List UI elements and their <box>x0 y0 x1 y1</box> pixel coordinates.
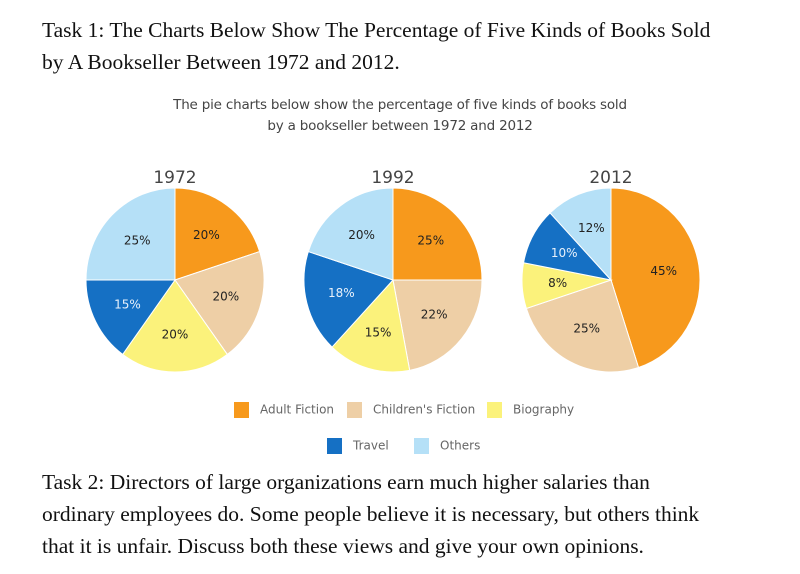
legend-label: Biography <box>513 403 574 417</box>
slice-label: 20% <box>212 290 239 304</box>
legend-label: Adult Fiction <box>260 403 334 417</box>
slice-label: 25% <box>573 322 600 336</box>
slice-label: 8% <box>548 276 567 290</box>
slice-label: 15% <box>114 298 141 312</box>
pie-slice <box>174 250 265 356</box>
task1-line: Task 1: The Charts Below Show The Percen… <box>42 18 711 42</box>
pie-slice <box>549 187 612 282</box>
slice-label: 12% <box>578 221 605 235</box>
legend-swatch <box>327 438 342 454</box>
pie-slice <box>610 187 701 369</box>
slice-label: 45% <box>650 264 677 278</box>
slice-label: 22% <box>421 308 448 322</box>
legend-swatch <box>414 438 429 454</box>
chart-title-line: The pie charts below show the percentage… <box>173 97 627 113</box>
pie-slice <box>85 187 176 281</box>
task2-prompt: Task 2: Directors of large organizations… <box>42 466 699 562</box>
task1-line: by A Bookseller Between 1972 and 2012. <box>42 50 400 74</box>
task2-line: ordinary employees do. Some people belie… <box>42 502 700 526</box>
slice-label: 20% <box>348 228 375 242</box>
pie-slice <box>525 279 640 373</box>
pie-slice <box>392 187 483 281</box>
slice-label: 25% <box>124 233 151 247</box>
chart-title-line: by a bookseller between 1972 and 2012 <box>267 118 533 134</box>
pie-year-label: 2012 <box>589 168 632 188</box>
task1-heading: Task 1: The Charts Below Show The Percen… <box>42 14 710 78</box>
slice-label: 15% <box>365 326 392 340</box>
legend-swatch <box>347 402 362 418</box>
legend-swatch <box>234 402 249 418</box>
pie-slice <box>331 278 411 373</box>
pie-slice <box>303 250 394 348</box>
pie-year-label: 1972 <box>153 168 196 188</box>
chart-title: The pie charts below show the percentage… <box>0 95 800 137</box>
pie-slice <box>392 279 483 371</box>
legend-label: Others <box>440 439 480 453</box>
slice-label: 10% <box>551 246 578 260</box>
slice-label: 20% <box>162 328 189 342</box>
pie-slice <box>174 187 261 281</box>
legend-label: Children's Fiction <box>373 403 475 417</box>
slice-label: 25% <box>417 233 444 247</box>
slice-label: 18% <box>328 286 355 300</box>
pie-slice <box>121 279 229 373</box>
pie-slice <box>85 279 176 356</box>
task2-line: that it is unfair. Discuss both these vi… <box>42 534 644 558</box>
legend-swatch <box>487 402 502 418</box>
task2-line: Task 2: Directors of large organizations… <box>42 470 650 494</box>
pie-slice <box>307 187 394 281</box>
legend-label: Travel <box>352 439 389 453</box>
pie-year-label: 1992 <box>371 168 414 188</box>
slice-label: 20% <box>193 228 220 242</box>
